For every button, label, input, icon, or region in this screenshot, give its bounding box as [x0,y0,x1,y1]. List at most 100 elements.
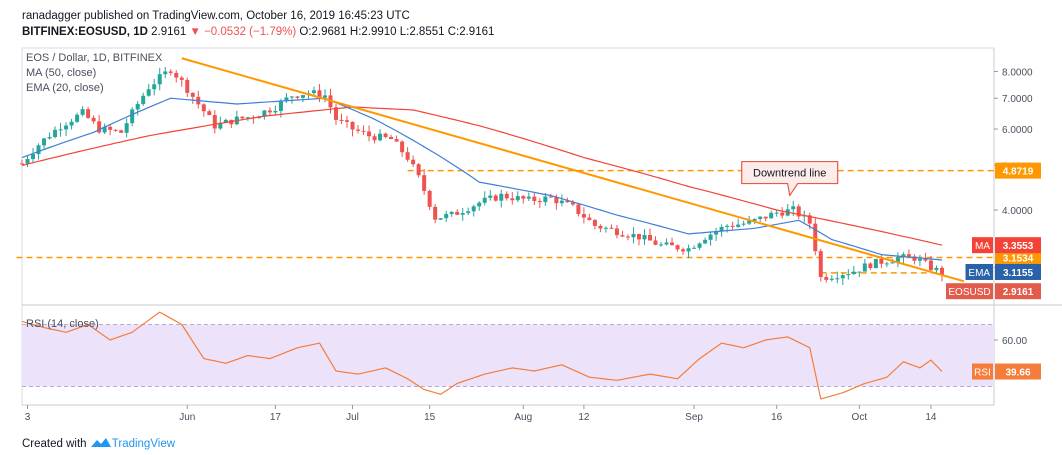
candle-body [928,260,933,271]
candle-body [273,110,278,113]
candle-body [736,224,741,227]
candle-body [614,228,619,236]
x-tick-label: Aug [514,412,532,423]
chart-title: EOS / Dollar, 1D, BITFINEX [26,52,163,64]
candle-body [69,121,74,126]
candle-body [444,214,449,219]
candle-body [890,262,895,264]
candle-body [642,234,647,240]
candle-body [141,95,146,105]
candle-body [857,271,862,273]
series-price-text: 2.9161 [1003,287,1034,298]
candle-body [526,196,531,199]
candle-body [879,258,884,264]
candle-body [427,190,432,207]
candle-body [818,251,823,278]
candle-body [433,206,438,220]
candle-body [449,211,454,215]
candle-body [372,136,377,141]
series-name-tag [946,283,993,300]
candle-body [813,223,818,252]
candle-body [146,89,151,96]
candle-body [124,123,129,133]
series-price-tag [995,283,1041,300]
series-name-tag [972,237,993,254]
ema20-line [21,97,943,261]
candle-body [659,244,664,246]
candle-body [334,107,338,120]
last-price: 2.9161 [151,26,187,38]
x-tick-label: Oct [852,412,868,423]
candle-body [741,223,746,225]
candle-body [97,121,102,133]
candle-body [917,258,922,261]
candle-body [510,198,515,201]
candle-body [488,195,493,198]
candle-body [703,239,708,244]
candle-body [482,197,487,203]
candle-body [64,125,69,130]
candle-body [350,121,355,130]
candle-body [862,263,867,272]
level-price-tag [995,249,1041,266]
ema-legend[interactable]: EMA (20, close) [26,82,104,94]
annotation-text: Downtrend line [753,168,826,180]
rsi-name-tag [972,363,993,380]
candle-body [796,206,801,217]
candle-body [367,131,372,137]
candle-body [135,104,140,110]
candle-body [570,202,575,205]
candle-body [102,126,107,133]
interval-label: 1D [133,26,148,38]
candle-body [609,227,614,229]
candle-body [322,95,327,98]
down-arrow-icon: ▼ [189,26,201,38]
candle-body [636,233,641,240]
candle-body [625,236,630,238]
candle-body [163,71,168,75]
rsi-band [22,324,994,387]
ohlc-values: O:2.9681 H:2.9910 L:2.8551 C:2.9161 [299,26,495,38]
candle-body [939,267,944,275]
candle-body [675,245,680,250]
candle-body [400,141,405,153]
candle-body [411,159,416,165]
candle-body [201,104,206,112]
candle-body [240,116,245,119]
candle-body [47,137,52,139]
candle-body [791,206,796,210]
publisher-name[interactable]: ranadagger [22,10,81,22]
x-tick-label: 12 [578,412,590,423]
published-text: published on TradingView.com, October 16… [84,10,410,22]
candle-body [218,122,223,129]
candle-body [278,101,283,111]
candle-body [438,218,443,220]
candle-body [592,220,597,226]
candle-body [80,109,85,115]
candle-body [190,92,195,97]
tradingview-brand[interactable]: TradingView [111,438,176,450]
x-tick-label: 16 [771,412,783,423]
candle-body [36,145,41,155]
candle-body [532,196,537,202]
series-name-text: MA [975,241,990,252]
candle-body [130,109,135,124]
candle-body [807,215,812,224]
candle-body [620,235,625,237]
candle-body [223,119,228,123]
candle-body [267,110,272,113]
ma-legend[interactable]: MA (50, close) [26,67,97,79]
candle-body [157,74,162,85]
candle-body [681,249,686,252]
candle-body [537,201,542,203]
candle-body [422,175,427,191]
rsi-legend[interactable]: RSI (14, close) [26,318,99,330]
candle-body [587,217,592,221]
candle-body [824,277,829,280]
candle-body [780,212,785,216]
candle-body [774,212,779,214]
candle-body [113,129,118,131]
symbol-name[interactable]: BITFINEX:EOSUSD [22,26,127,38]
candle-body [554,197,559,204]
